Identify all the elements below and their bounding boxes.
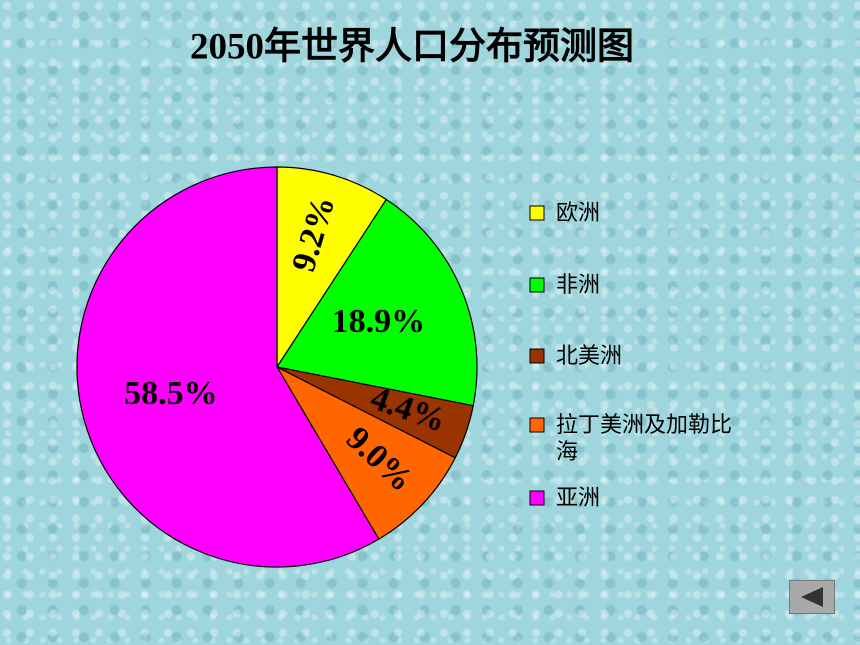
legend-swatch — [529, 417, 545, 433]
back-arrow — [801, 587, 823, 607]
chart-title: 2050年世界人口分布预测图 — [190, 25, 634, 67]
legend-swatch — [529, 490, 545, 506]
legend-label: 北美洲 — [556, 344, 623, 369]
legend-label: 非洲 — [556, 273, 601, 298]
pie-slice — [76, 166, 380, 568]
legend-label: 拉丁美洲及加勒比海 — [556, 413, 733, 465]
pie-slice — [275, 365, 457, 540]
legend-label: 欧洲 — [556, 201, 601, 226]
legend-swatch — [529, 348, 545, 364]
pie-slice — [276, 198, 478, 407]
data-label: 18.9% — [332, 303, 426, 340]
back-icon — [801, 587, 823, 607]
back-button[interactable] — [789, 580, 835, 614]
legend-label: 亚洲 — [556, 486, 601, 511]
data-label: 58.5% — [124, 375, 218, 412]
legend-swatch — [529, 277, 545, 293]
legend-swatch — [529, 205, 545, 221]
pie-slice — [276, 166, 388, 370]
